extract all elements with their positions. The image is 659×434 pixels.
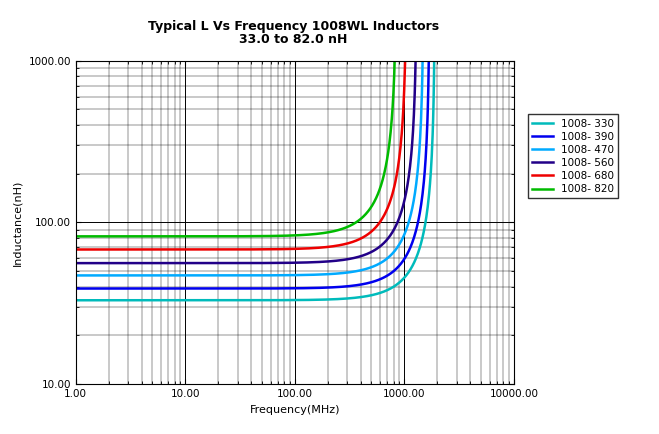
1008- 560 [366,250,374,256]
1008- 330 [94,298,101,303]
1008- 560 [279,260,287,266]
1008- 390 [277,286,285,291]
1008- 470 [72,273,80,278]
Text: 33.0 to 82.0 nH: 33.0 to 82.0 nH [239,33,347,46]
1008- 390 [297,286,305,291]
1008- 470 [274,273,282,278]
1008- 470 [93,273,101,278]
X-axis label: Frequency(MHz): Frequency(MHz) [250,404,340,414]
1008- 390 [340,284,348,289]
1008- 820 [348,222,356,227]
1008- 330 [301,297,308,302]
1008- 560 [93,260,101,266]
1008- 560 [331,258,339,263]
1008- 680 [283,247,291,252]
1008- 820 [276,233,284,238]
1008- 390 [72,286,80,291]
1008- 330 [344,296,352,301]
Line: 1008- 470: 1008- 470 [76,0,424,276]
1008- 390 [94,286,101,291]
1008- 470 [372,263,380,268]
1008- 680 [92,247,100,252]
1008- 820 [258,233,266,239]
1008- 560 [270,260,278,266]
1008- 680 [264,247,272,252]
Line: 1008- 390: 1008- 390 [76,0,430,289]
1008- 390 [376,276,384,282]
1008- 330 [280,298,288,303]
1008- 560 [289,260,297,265]
1008- 680 [273,247,281,252]
1008- 680 [72,247,80,252]
Line: 1008- 560: 1008- 560 [76,0,417,263]
1008- 330 [290,297,298,302]
1008- 330 [381,289,389,294]
1008- 820 [267,233,275,239]
Line: 1008- 820: 1008- 820 [76,0,397,237]
1008- 820 [92,234,100,239]
1008- 390 [287,286,295,291]
1008- 470 [293,273,301,278]
1008- 470 [283,273,291,278]
1008- 330 [72,298,80,303]
1008- 680 [323,244,331,250]
Line: 1008- 330: 1008- 330 [76,0,435,300]
1008- 470 [335,271,343,276]
1008- 820 [72,234,80,239]
1008- 820 [315,231,323,236]
1008- 680 [357,236,364,241]
Legend: 1008- 330, 1008- 390, 1008- 470, 1008- 560, 1008- 680, 1008- 820: 1008- 330, 1008- 390, 1008- 470, 1008- 5… [528,115,619,198]
Y-axis label: Inductance(nH): Inductance(nH) [13,179,23,266]
1008- 560 [72,260,80,266]
Text: Typical L Vs Frequency 1008WL Inductors: Typical L Vs Frequency 1008WL Inductors [148,20,439,33]
Line: 1008- 680: 1008- 680 [76,0,407,250]
